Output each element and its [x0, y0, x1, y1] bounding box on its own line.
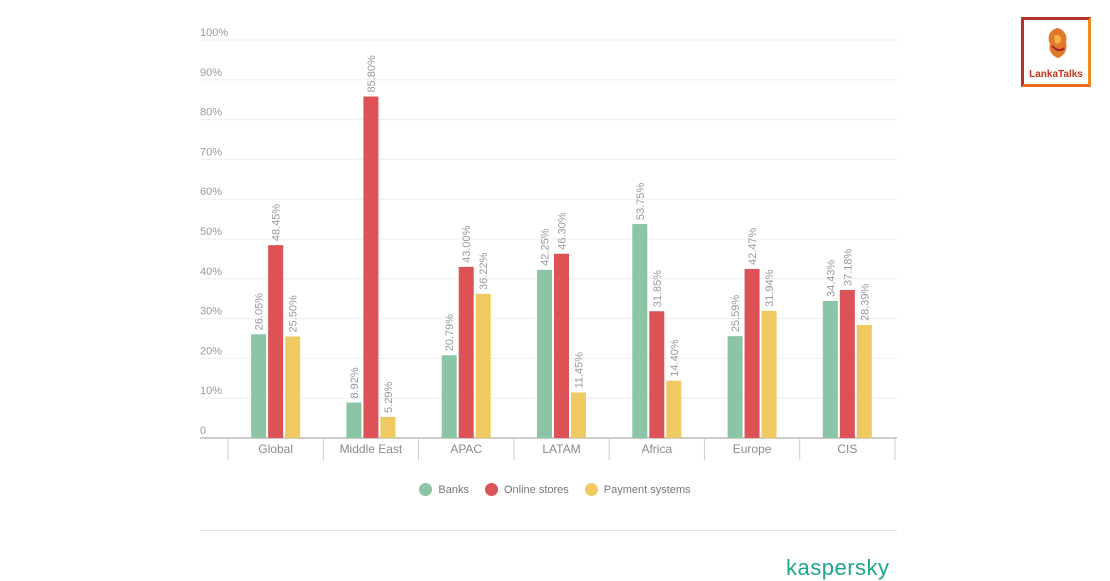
bar-payment-systems: [285, 336, 301, 438]
bar-online-stores: [554, 253, 569, 438]
data-label: 46.30%: [557, 212, 569, 250]
bar-payment-systems: [761, 310, 777, 438]
y-tick-label: 40%: [200, 266, 222, 278]
data-label: 8.92%: [349, 367, 361, 398]
bar-online-stores: [458, 266, 474, 438]
data-label: 5.29%: [383, 382, 395, 413]
x-tick-label: LATAM: [542, 442, 580, 456]
x-tick-label: Middle East: [340, 442, 403, 456]
data-label: 28.39%: [859, 283, 871, 321]
x-tick-label: Europe: [733, 442, 772, 456]
y-tick-label: 0: [200, 425, 206, 437]
y-tick-label: 20%: [200, 345, 222, 357]
legend-item-banks: Banks: [419, 483, 469, 496]
bar-online-stores: [839, 290, 855, 438]
data-label: 43.00%: [461, 225, 473, 263]
bar-payment-systems: [666, 380, 682, 438]
legend-label-banks: Banks: [438, 483, 469, 496]
y-tick-label: 50%: [200, 226, 222, 238]
x-tick-label: Africa: [641, 442, 672, 456]
data-label: 26.05%: [254, 293, 266, 331]
data-label: 34.43%: [825, 259, 837, 297]
data-label: 20.79%: [444, 314, 456, 352]
data-label: 53.75%: [635, 183, 647, 221]
bar-online-stores: [744, 268, 760, 438]
bar-chart: 0 10% 20% 30% 40% 50% 60% 70% 80% 90% 100% Global 26…: [200, 27, 897, 460]
y-tick-label: 70%: [200, 146, 222, 158]
legend-swatch-banks: [419, 483, 433, 496]
data-label: 37.18%: [842, 248, 854, 286]
bar-payment-systems: [475, 293, 491, 438]
y-tick-label: 100%: [200, 27, 228, 39]
y-tick-label: 80%: [200, 107, 222, 119]
bar-payment-systems: [380, 416, 396, 438]
legend: Banks Online stores Payment systems: [0, 483, 1110, 496]
bar-payment-systems: [856, 325, 872, 438]
legend-label-payment-systems: Payment systems: [603, 483, 691, 496]
bar-online-stores: [363, 96, 379, 439]
bar-banks: [537, 269, 552, 438]
bar-banks: [346, 402, 362, 438]
logo-text: LankaTalks: [1029, 69, 1083, 80]
y-tick-label: 10%: [200, 385, 222, 397]
bar-banks: [632, 224, 648, 438]
kaspersky-logo: kaspersky: [786, 555, 890, 580]
bar-online-stores: [268, 245, 284, 438]
lion-icon: [1048, 28, 1067, 58]
data-label: 36.22%: [478, 252, 490, 290]
bar-banks: [251, 334, 267, 438]
y-tick-label: 30%: [200, 306, 222, 318]
lankatalks-logo: LankaTalks: [1021, 17, 1091, 87]
legend-label-online-stores: Online stores: [503, 483, 569, 496]
x-tick-label: APAC: [450, 442, 482, 456]
bar-payment-systems: [571, 392, 586, 438]
data-label: 31.94%: [764, 269, 776, 307]
data-label: 31.85%: [652, 270, 664, 308]
data-label: 42.47%: [747, 227, 759, 265]
legend-item-online-stores: Online stores: [484, 483, 569, 496]
bar-banks: [441, 355, 457, 438]
data-label: 42.25%: [540, 228, 552, 266]
data-label: 25.59%: [730, 295, 742, 333]
bar-online-stores: [649, 311, 665, 438]
x-tick-label: Global: [258, 442, 293, 456]
data-label: 25.50%: [288, 295, 300, 333]
legend-swatch-payment-systems: [584, 483, 598, 496]
data-label: 85.80%: [366, 55, 378, 93]
legend-swatch-online-stores: [484, 483, 498, 496]
bar-banks: [727, 336, 743, 438]
data-label: 11.45%: [574, 352, 586, 389]
x-tick-label: CIS: [837, 442, 857, 456]
data-label: 14.40%: [669, 339, 681, 377]
y-tick-label: 60%: [200, 186, 222, 198]
divider: [200, 530, 897, 531]
y-tick-label: 90%: [200, 67, 222, 79]
legend-item-payment-systems: Payment systems: [584, 483, 691, 496]
data-label: 48.45%: [271, 204, 283, 242]
bar-banks: [822, 300, 838, 438]
